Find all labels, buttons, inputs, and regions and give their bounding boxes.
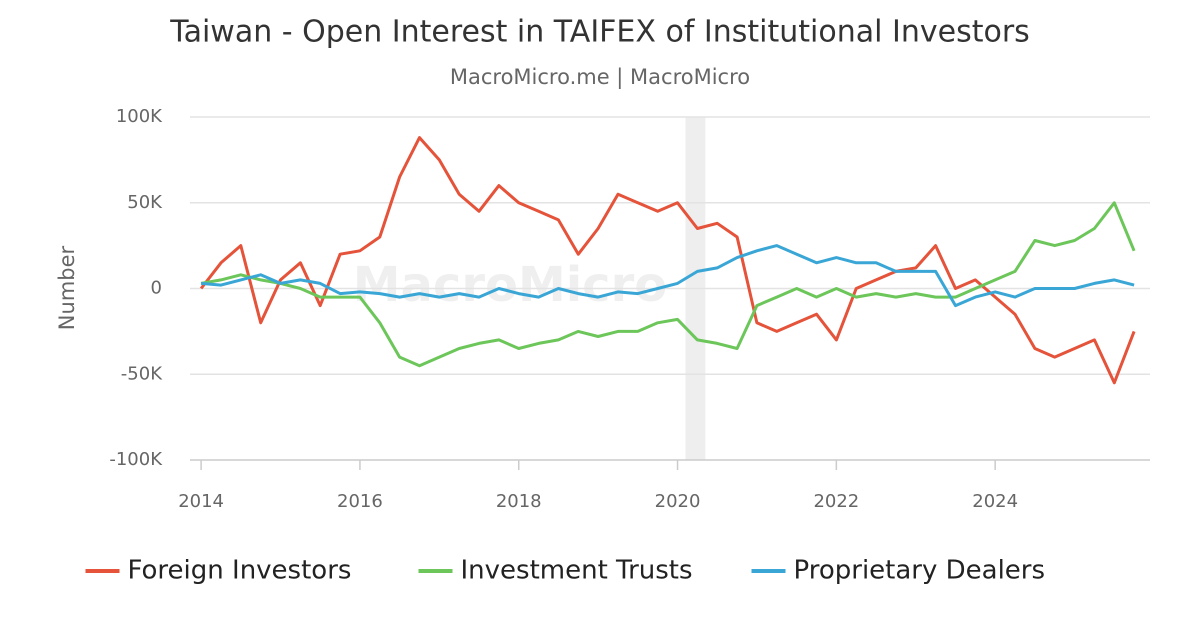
chart-subtitle: MacroMicro.me | MacroMicro — [450, 65, 750, 90]
x-tick-label: 2022 — [813, 491, 859, 512]
watermark: MacroMicro — [353, 257, 668, 313]
x-tick-label: 2020 — [655, 491, 701, 512]
x-tick-label: 2014 — [178, 491, 224, 512]
chart-title: Taiwan - Open Interest in TAIFEX of Inst… — [169, 15, 1030, 50]
y-tick-label: 50K — [127, 192, 163, 213]
legend-item: Foreign Investors — [85, 556, 352, 586]
x-tick-label: 2018 — [496, 491, 542, 512]
y-tick-label: -50K — [121, 363, 163, 384]
y-axis-title: Number — [55, 245, 79, 330]
legend-label: Investment Trusts — [461, 556, 693, 586]
series-line — [200, 244, 1135, 308]
series-line — [200, 201, 1136, 368]
x-tick-label: 2024 — [972, 491, 1018, 512]
legend-label: Foreign Investors — [128, 556, 352, 586]
y-tick-label: -100K — [109, 449, 163, 470]
y-tick-label: 0 — [151, 278, 162, 299]
x-tick-label: 2016 — [337, 491, 383, 512]
legend-label: Proprietary Dealers — [794, 556, 1046, 586]
legend-item: Proprietary Dealers — [751, 556, 1046, 586]
y-tick-label: 100K — [116, 106, 163, 127]
series-line — [199, 136, 1136, 385]
legend-item: Investment Trusts — [418, 556, 693, 586]
